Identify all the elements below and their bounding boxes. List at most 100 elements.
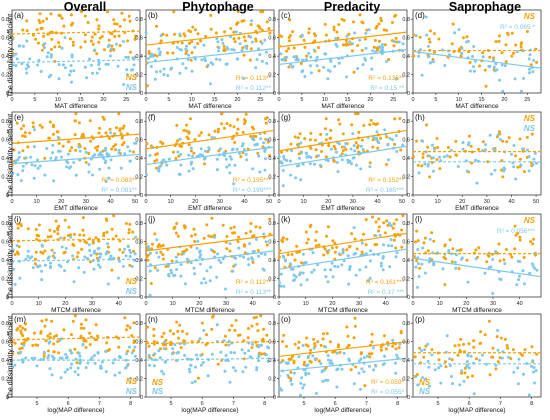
point-blue xyxy=(47,341,51,345)
point-orange xyxy=(152,334,156,338)
point-orange xyxy=(268,31,272,35)
y-tick-label: 0.8 xyxy=(135,119,143,125)
point-blue xyxy=(515,283,519,287)
point-blue xyxy=(342,351,346,355)
fit-line-blue xyxy=(145,250,275,268)
point-blue xyxy=(348,267,352,270)
point-orange xyxy=(241,130,245,134)
point-blue xyxy=(225,165,229,169)
point-blue xyxy=(49,156,53,160)
point-blue xyxy=(357,371,361,375)
point-orange xyxy=(126,39,130,43)
point-blue xyxy=(76,373,80,377)
point-orange xyxy=(52,335,56,339)
point-orange xyxy=(127,231,131,235)
point-orange xyxy=(96,334,99,338)
point-orange xyxy=(103,48,106,52)
point-blue xyxy=(17,151,21,155)
point-orange xyxy=(281,340,284,343)
point-blue xyxy=(155,251,159,255)
point-blue xyxy=(266,345,270,349)
y-tick-label: 0 xyxy=(407,395,410,401)
point-orange xyxy=(107,38,111,42)
point-orange xyxy=(182,128,186,132)
annotation-blue: R² = 0.113** xyxy=(236,289,272,296)
point-orange xyxy=(284,344,288,348)
point-orange xyxy=(83,33,87,37)
point-blue xyxy=(214,57,218,61)
point-blue xyxy=(286,373,290,377)
point-blue xyxy=(91,71,94,75)
point-orange xyxy=(117,345,121,349)
point-blue xyxy=(329,147,333,151)
point-orange xyxy=(57,41,61,45)
point-orange xyxy=(50,37,54,41)
point-blue xyxy=(213,235,217,239)
point-orange xyxy=(520,41,523,45)
annotation-orange: NS xyxy=(152,378,164,387)
point-blue xyxy=(11,171,15,175)
point-blue xyxy=(43,42,47,45)
point-orange xyxy=(58,45,61,49)
point-orange xyxy=(450,42,454,46)
point-blue xyxy=(263,148,267,152)
point-blue xyxy=(40,269,44,273)
point-orange xyxy=(379,348,383,352)
point-blue xyxy=(530,364,533,368)
point-orange xyxy=(238,333,242,337)
point-orange xyxy=(209,13,213,17)
point-blue xyxy=(364,46,368,50)
point-orange xyxy=(265,333,269,337)
point-orange xyxy=(220,358,224,362)
point-orange xyxy=(358,13,362,17)
point-blue xyxy=(150,52,154,56)
point-orange xyxy=(333,147,337,151)
point-blue xyxy=(507,355,510,359)
point-blue xyxy=(334,150,338,154)
point-blue xyxy=(340,263,344,267)
point-blue xyxy=(366,279,370,283)
point-blue xyxy=(116,276,120,280)
point-orange xyxy=(438,167,442,171)
point-blue xyxy=(215,37,219,40)
point-blue xyxy=(320,369,324,373)
point-orange xyxy=(95,18,99,22)
point-blue xyxy=(494,363,498,367)
point-orange xyxy=(164,343,167,347)
point-orange xyxy=(457,267,461,270)
point-blue xyxy=(350,162,354,166)
point-blue xyxy=(235,147,239,151)
y-tick-label: 0 xyxy=(6,91,9,97)
point-blue xyxy=(12,267,16,271)
point-orange xyxy=(355,146,359,150)
point-orange xyxy=(418,346,422,350)
point-blue xyxy=(98,265,102,269)
point-orange xyxy=(160,335,164,339)
point-blue xyxy=(14,52,18,56)
point-blue xyxy=(126,364,129,367)
point-orange xyxy=(189,30,192,34)
point-orange xyxy=(40,319,44,323)
point-blue xyxy=(52,251,56,255)
point-orange xyxy=(222,44,226,48)
point-blue xyxy=(397,40,401,44)
point-orange xyxy=(128,222,132,226)
point-blue xyxy=(437,366,441,370)
point-orange xyxy=(98,126,102,130)
point-orange xyxy=(246,336,250,340)
point-orange xyxy=(280,35,284,38)
point-orange xyxy=(75,361,79,365)
point-orange xyxy=(183,34,187,38)
annotation-orange: R² = 0.113** xyxy=(236,75,272,82)
point-blue xyxy=(189,261,193,265)
point-blue xyxy=(352,382,356,386)
point-orange xyxy=(522,256,526,259)
point-blue xyxy=(472,65,476,69)
point-blue xyxy=(128,149,132,153)
point-orange xyxy=(225,247,229,251)
point-blue xyxy=(295,164,299,168)
point-blue xyxy=(279,272,283,276)
point-orange xyxy=(193,28,197,32)
point-orange xyxy=(192,227,196,231)
